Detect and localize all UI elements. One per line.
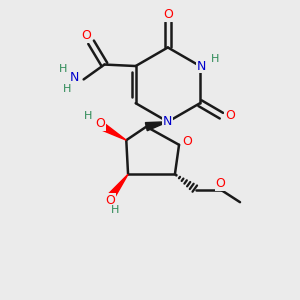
Text: O: O (182, 135, 192, 148)
Text: N: N (163, 115, 172, 128)
Polygon shape (109, 174, 128, 198)
Text: O: O (105, 194, 115, 207)
Text: O: O (225, 109, 235, 122)
Text: H: H (111, 205, 119, 215)
Text: O: O (216, 177, 226, 190)
Text: H: H (211, 55, 220, 64)
Text: H: H (83, 111, 92, 122)
Text: O: O (163, 8, 173, 21)
Text: H: H (59, 64, 67, 74)
Polygon shape (146, 122, 168, 131)
Text: N: N (69, 70, 79, 83)
Text: N: N (197, 59, 206, 73)
Polygon shape (101, 124, 126, 140)
Text: H: H (63, 84, 71, 94)
Text: O: O (95, 117, 105, 130)
Text: O: O (82, 29, 92, 42)
